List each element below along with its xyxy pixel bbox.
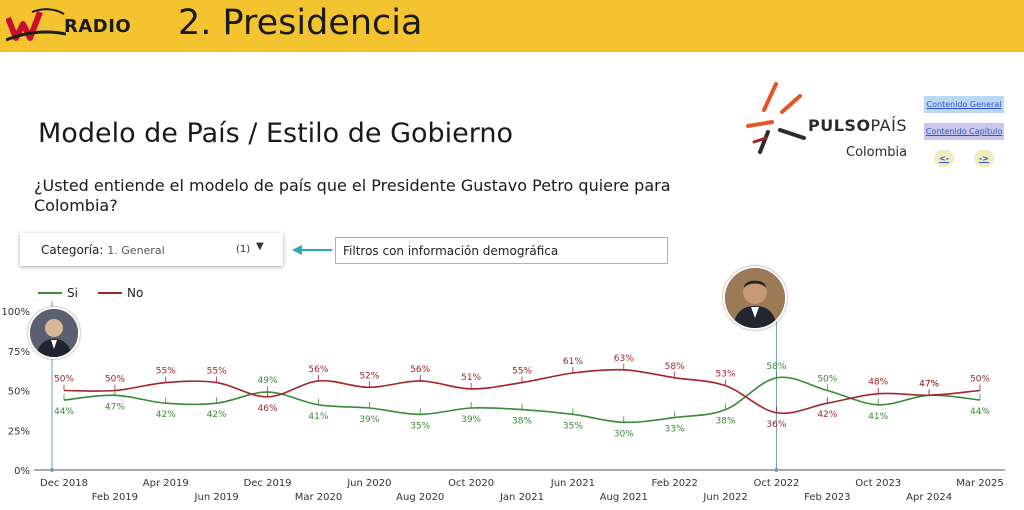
data-label-si: 38% <box>716 417 736 427</box>
w-radio-logo: RADIO <box>6 4 134 48</box>
data-label-no: 47% <box>919 379 939 389</box>
radio-brand-text: RADIO <box>64 16 132 37</box>
x-tick-label: Jan 2021 <box>499 492 544 503</box>
chevron-down-icon[interactable]: ▼ <box>256 241 264 252</box>
data-label-si: 49% <box>258 376 278 386</box>
pulso-mark-icon <box>746 82 806 154</box>
data-label-si: 41% <box>868 412 888 422</box>
y-tick-label: 25% <box>8 426 30 437</box>
contenido-general-link[interactable]: Contenido General <box>924 96 1004 113</box>
event-marker-dot <box>50 468 54 472</box>
y-tick-label: 100% <box>1 307 30 318</box>
filter-value: 1. General <box>107 244 165 257</box>
prev-button[interactable]: <- <box>934 150 954 167</box>
data-label-si: 38% <box>512 417 532 427</box>
x-tick-label: Apr 2019 <box>143 478 189 489</box>
data-label-si: 47% <box>919 379 939 389</box>
avatar-duque <box>28 307 80 359</box>
x-tick-label: Oct 2023 <box>855 478 901 489</box>
arrow-left-icon <box>292 245 332 255</box>
filter-count: (1) <box>236 244 251 255</box>
x-tick-label: Dec 2018 <box>40 478 88 489</box>
x-tick-label: Aug 2021 <box>600 492 648 503</box>
legend-label-no: No <box>127 286 143 300</box>
data-label-no: 42% <box>817 410 837 420</box>
line-chart: 0% 25% 50% 75% 100% Dec 2018 Feb 2019 Apr 2019 J… <box>1 286 1005 503</box>
legend-label-si: Si <box>67 286 78 300</box>
event-marker-dot <box>774 468 779 472</box>
y-tick-label: 75% <box>8 347 30 358</box>
data-label-si: 39% <box>461 415 481 425</box>
data-label-no: 63% <box>614 354 634 364</box>
x-tick-label: Feb 2023 <box>804 492 850 503</box>
survey-question: ¿Usted entiende el modelo de país que el… <box>34 176 671 215</box>
x-tick-label: Dec 2019 <box>244 478 292 489</box>
data-label-no: 50% <box>970 375 990 385</box>
x-tick-label: Mar 2020 <box>295 492 343 503</box>
next-button[interactable]: -> <box>974 150 994 167</box>
data-label-no: 56% <box>410 365 430 375</box>
data-label-no: 58% <box>665 362 685 372</box>
pulso-pais-logo: PULSOPAÍS Colombia <box>746 82 916 162</box>
data-label-si: 41% <box>308 412 328 422</box>
data-label-no: 55% <box>156 367 176 377</box>
data-label-si: 35% <box>563 421 583 431</box>
x-tick-label: Jun 2022 <box>702 492 747 503</box>
y-tick-label: 0% <box>14 466 30 477</box>
data-label-no: 46% <box>258 404 278 414</box>
data-label-no: 50% <box>54 375 74 385</box>
data-label-si: 30% <box>614 429 634 439</box>
y-tick-label: 50% <box>8 387 30 398</box>
data-label-si: 33% <box>665 425 685 435</box>
data-label-no: 48% <box>868 378 888 388</box>
x-tick-label: Aug 2020 <box>396 492 444 503</box>
data-label-si: 42% <box>156 410 176 420</box>
filter-info-box: Filtros con información demográfica <box>335 237 668 264</box>
data-label-no: 36% <box>766 420 786 430</box>
data-label-si: 44% <box>970 407 990 417</box>
x-tick-label: Oct 2022 <box>753 478 799 489</box>
x-tick-label: Apr 2024 <box>906 492 952 503</box>
data-label-no: 50% <box>105 375 125 385</box>
data-label-si: 39% <box>359 415 379 425</box>
x-tick-label: Jun 2021 <box>550 478 595 489</box>
pulso-name: PULSOPAÍS <box>808 116 907 135</box>
data-label-no: 53% <box>716 370 736 380</box>
x-tick-label: Jun 2019 <box>194 492 239 503</box>
x-tick-label: Jun 2020 <box>346 478 391 489</box>
filter-label: Categoría: 1. General <box>41 243 165 257</box>
x-tick-label: Oct 2020 <box>448 478 494 489</box>
data-label-si: 44% <box>54 407 74 417</box>
contenido-capitulo-link[interactable]: Contenido Capítulo <box>924 123 1004 140</box>
filter-info-text: Filtros con información demográfica <box>343 244 559 258</box>
pulso-country: Colombia <box>846 145 908 160</box>
data-label-si: 42% <box>207 410 227 420</box>
data-label-no: 52% <box>359 371 379 381</box>
section-title: 2. Presidencia <box>178 3 423 43</box>
data-label-no: 56% <box>308 365 328 375</box>
x-tick-label: Mar 2025 <box>956 478 1004 489</box>
x-tick-label: Feb 2022 <box>651 478 697 489</box>
x-tick-label: Feb 2019 <box>92 492 138 503</box>
data-label-no: 61% <box>563 357 583 367</box>
data-label-si: 58% <box>766 362 786 372</box>
data-label-no: 55% <box>512 367 532 377</box>
slide-title: Modelo de País / Estilo de Gobierno <box>38 118 514 149</box>
data-label-si: 47% <box>105 402 125 412</box>
data-label-si: 35% <box>410 421 430 431</box>
data-label-si: 50% <box>817 375 837 385</box>
avatar-petro <box>723 266 787 330</box>
data-label-no: 55% <box>207 367 227 377</box>
header-bar: RADIO 2. Presidencia <box>0 0 1024 52</box>
category-filter-dropdown[interactable]: Categoría: 1. General (1) ▼ <box>20 233 283 266</box>
data-label-no: 51% <box>461 373 481 383</box>
